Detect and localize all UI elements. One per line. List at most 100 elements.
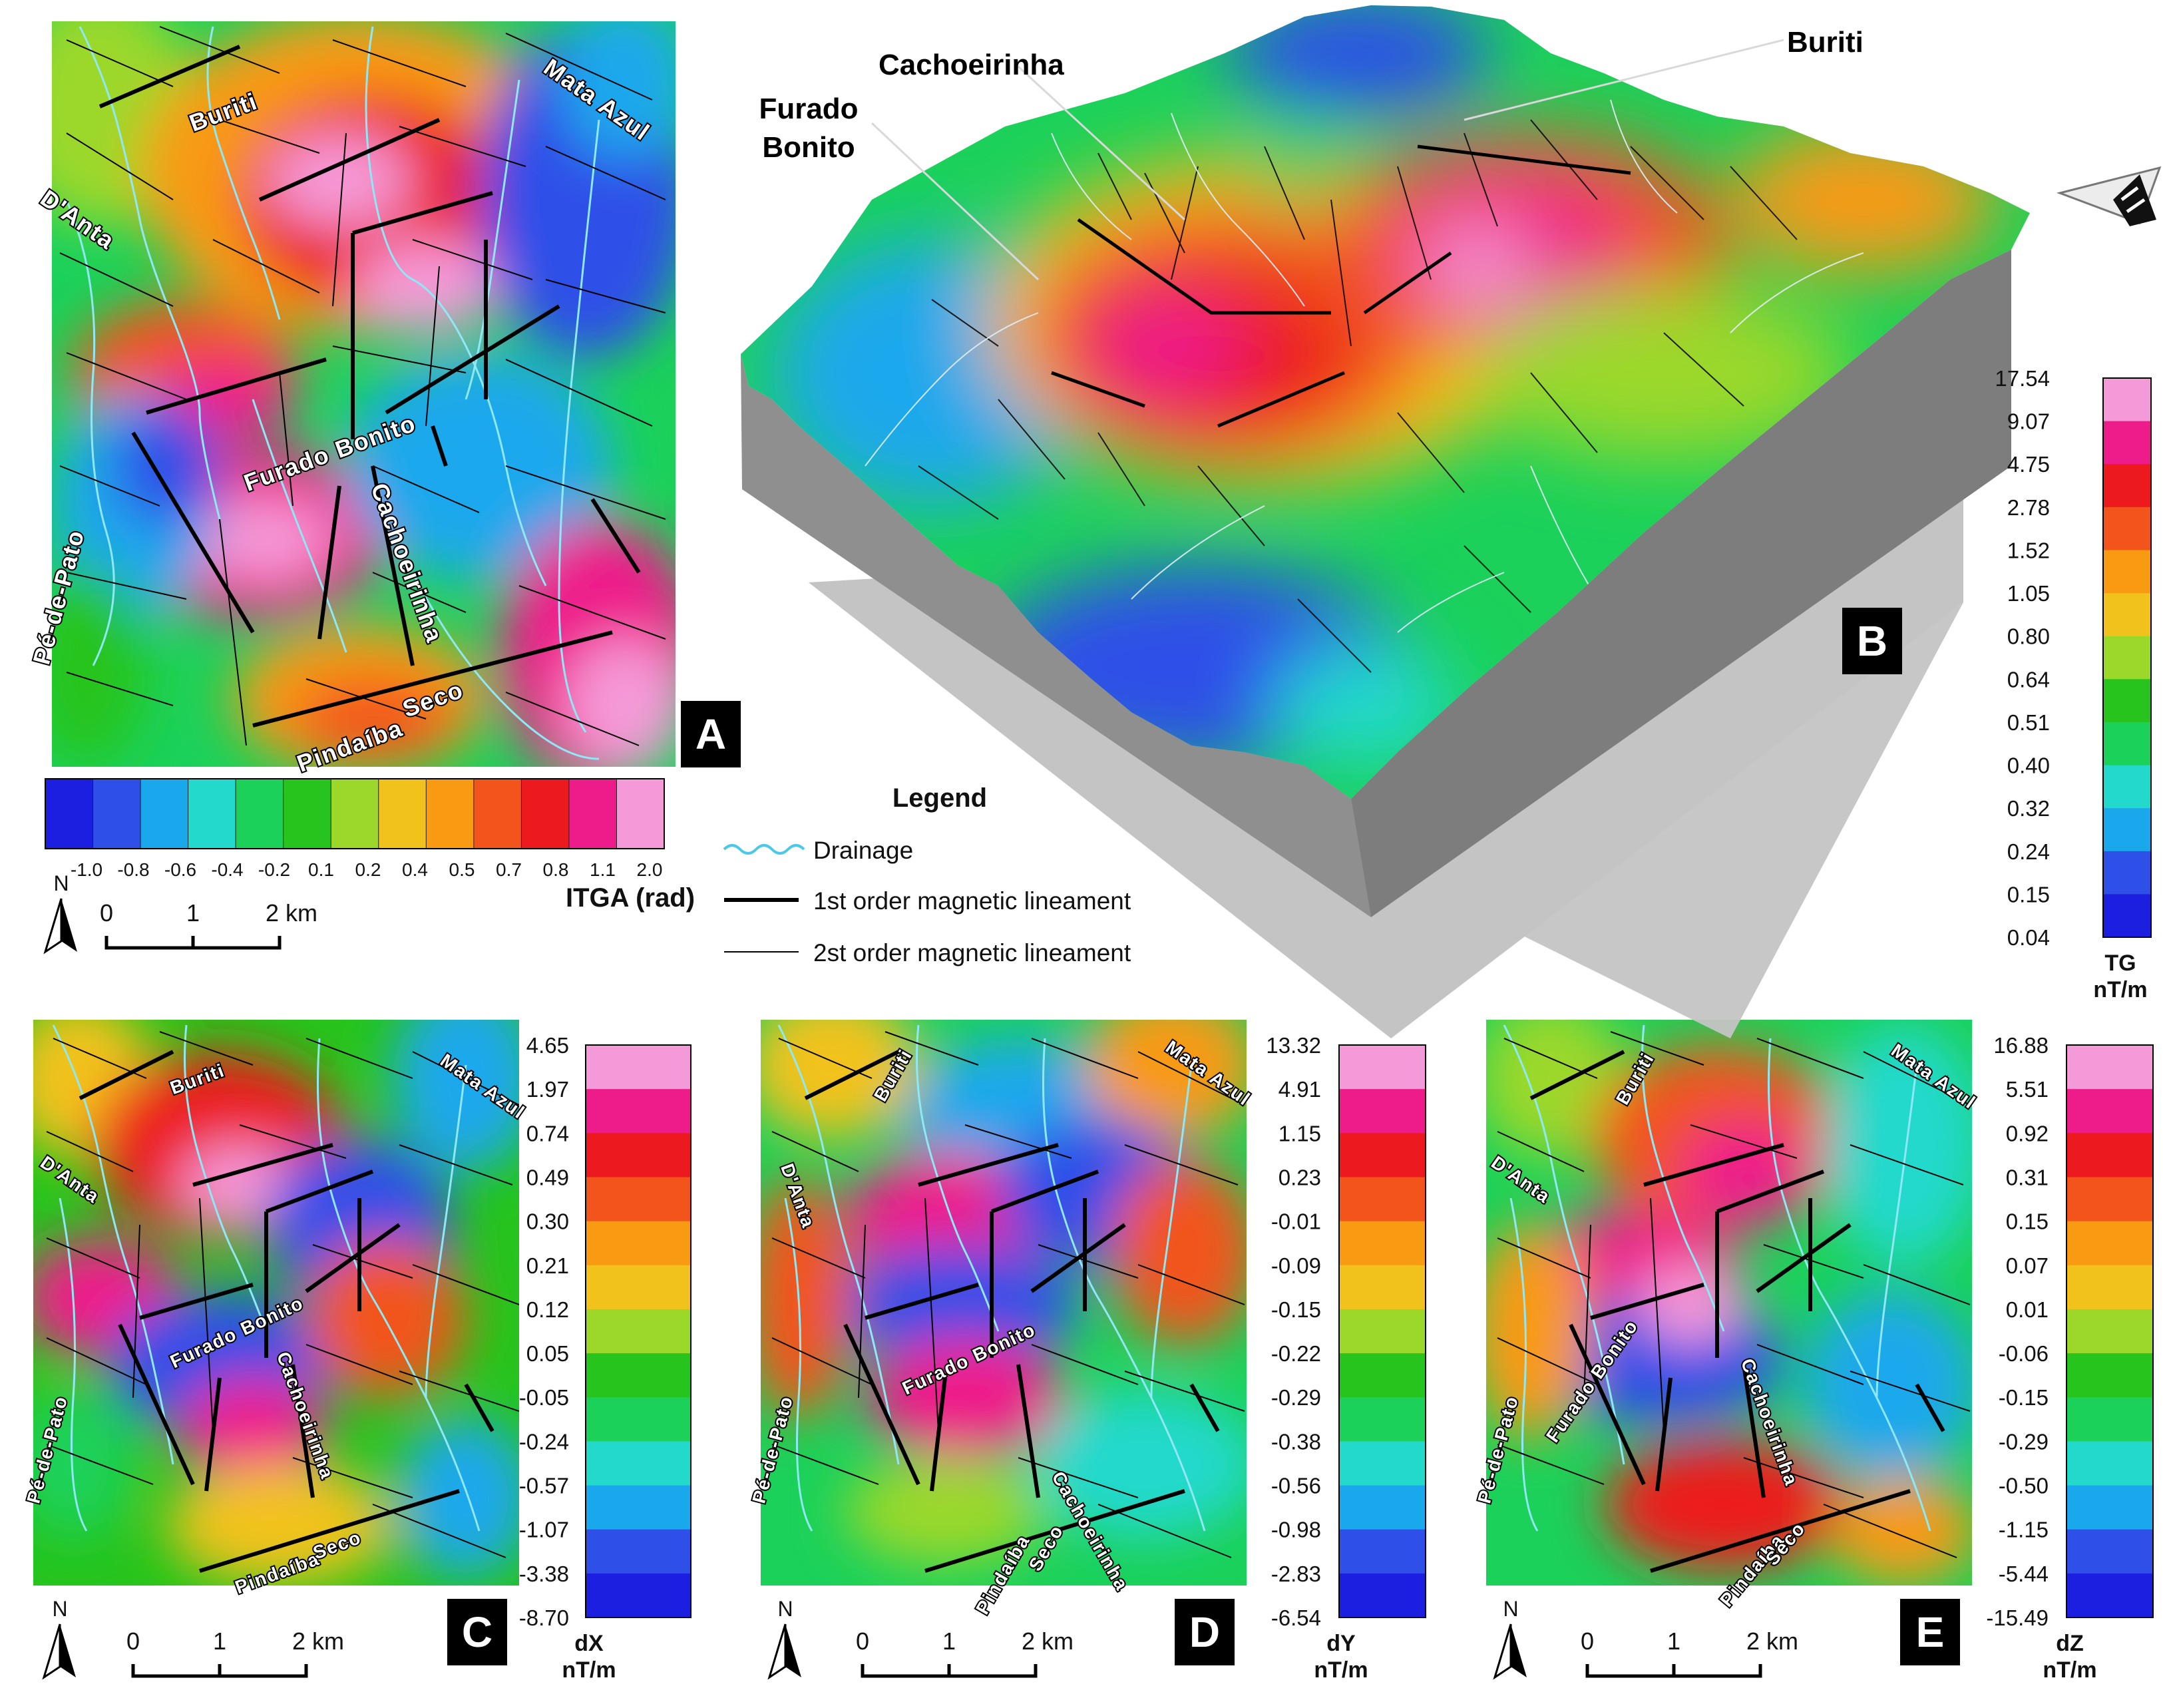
panel_b-colorbar-bin bbox=[2103, 851, 2151, 895]
panel_e-colorbar-bin bbox=[2066, 1353, 2153, 1398]
callout-cachoeirinha: Cachoeirinha bbox=[879, 49, 1064, 81]
panel_b-colorbar-bin bbox=[2103, 593, 2151, 637]
north-arrow-icon bbox=[767, 1623, 787, 1680]
panel_b-colorbar-bin bbox=[2103, 722, 2151, 766]
panel_c-colorbar-tick: 0.49 bbox=[526, 1165, 569, 1189]
panel_e-colorbar-bin bbox=[2066, 1441, 2153, 1486]
itga-colorbar-tick: 0.4 bbox=[402, 859, 428, 880]
panel_b-colorbar-bin bbox=[2103, 636, 2151, 680]
panel_c-colorbar-tick: -0.05 bbox=[519, 1385, 569, 1410]
lineaments-1st-order-a bbox=[98, 45, 641, 728]
panel_e-colorbar-bin bbox=[2066, 1265, 2153, 1310]
panel_c-colorbar-bin bbox=[586, 1441, 691, 1486]
panel_e-colorbar-bin bbox=[2066, 1485, 2153, 1530]
drainage-network-d bbox=[777, 1024, 1206, 1532]
panel_b-unit-line2: nT/m bbox=[2093, 977, 2147, 1002]
panel_d-colorbar-tick: -0.01 bbox=[1271, 1209, 1321, 1234]
legend-title: Legend bbox=[892, 783, 987, 813]
panel_c-colorbar-bin bbox=[586, 1045, 691, 1090]
itga-colorbar-bin bbox=[473, 778, 522, 849]
panel_b-colorbar-bin bbox=[2103, 550, 2151, 594]
block-side-right bbox=[1351, 250, 2011, 917]
itga-colorbar-tick: 0.8 bbox=[543, 859, 569, 880]
panel_b-colorbar-tick: 1.52 bbox=[2007, 538, 2050, 562]
north-arrow-icon bbox=[785, 1624, 801, 1677]
north-arrow-3d-icon bbox=[2056, 166, 2162, 226]
panel_c-north-label: N bbox=[52, 1597, 67, 1621]
panel_b-colorbar-tick: 0.32 bbox=[2007, 796, 2050, 821]
panel_e-scalebar-label: 2 km bbox=[1746, 1627, 1798, 1655]
itga-colorbar-tick: -0.2 bbox=[258, 859, 290, 880]
block-side-left bbox=[741, 354, 1371, 917]
lineaments-2nd-order-d bbox=[771, 1031, 1245, 1558]
panel_e-colorbar-tick: -5.44 bbox=[1999, 1562, 2049, 1586]
callout-leaders bbox=[871, 39, 1784, 281]
panel_b-colorbar-tick: 2.78 bbox=[2007, 495, 2050, 520]
panel_b-colorbar-tick: 0.51 bbox=[2007, 710, 2050, 735]
panel_b-unit-line1: TG bbox=[2104, 951, 2136, 976]
panel_c-unit-line1: dX bbox=[574, 1631, 604, 1656]
panel_d-colorbar-bin bbox=[1339, 1133, 1426, 1177]
panel-letter-a: A bbox=[695, 710, 726, 758]
north-arrow-icon bbox=[61, 899, 77, 952]
drainage-network-e bbox=[1503, 1024, 1931, 1532]
itga-colorbar-bin bbox=[378, 778, 427, 849]
panel_d-colorbar-frame bbox=[1338, 1044, 1426, 1618]
panel_d-colorbar-tick: -0.98 bbox=[1271, 1518, 1321, 1542]
itga-colorbar-bin bbox=[45, 778, 94, 849]
colorbars: 17.549.074.752.781.521.050.800.640.510.4… bbox=[519, 366, 2154, 1683]
panel_d-colorbar-bin bbox=[1339, 1309, 1426, 1354]
panel_b-colorbar-tick: 0.80 bbox=[2007, 624, 2050, 649]
panel_d-scalebar-label: 2 km bbox=[1022, 1627, 1074, 1655]
lineaments-1st-order-c bbox=[79, 1050, 494, 1573]
panel_d-colorbar-tick: -0.38 bbox=[1271, 1429, 1321, 1454]
panel_b-colorbar-tick: 0.40 bbox=[2007, 753, 2050, 778]
itga-colorbar-tick: -0.4 bbox=[211, 859, 243, 880]
lineaments-2nd-order-c bbox=[46, 1031, 519, 1558]
panel_e-colorbar-bin bbox=[2066, 1045, 2153, 1090]
panel_b-colorbar-bin bbox=[2103, 808, 2151, 852]
lineaments-2nd-order-e bbox=[1497, 1031, 1971, 1558]
itga-map bbox=[52, 21, 676, 767]
panel_d-colorbar-bin bbox=[1339, 1045, 1426, 1090]
panel_d-colorbar-bin bbox=[1339, 1177, 1426, 1222]
itga-colorbar-tick: -0.8 bbox=[117, 859, 149, 880]
panel_b-colorbar-tick: 0.64 bbox=[2007, 667, 2050, 692]
legend-drainage: Drainage bbox=[813, 837, 913, 864]
itga-colorbar-tick: 0.5 bbox=[449, 859, 475, 880]
lineaments-2nd-order-a bbox=[59, 26, 666, 746]
panel_d-colorbar-tick: -6.54 bbox=[1271, 1605, 1321, 1630]
panel_d-colorbar-bin bbox=[1339, 1441, 1426, 1486]
panel_e-scalebar-line bbox=[1585, 1664, 1762, 1678]
panel_c-colorbar-bin bbox=[586, 1177, 691, 1222]
itga-colorbar-bin bbox=[235, 778, 284, 849]
dy-map bbox=[761, 1020, 1247, 1586]
panel_c-colorbar-bin bbox=[586, 1353, 691, 1398]
panel_b-colorbar-bin bbox=[2103, 507, 2151, 550]
panel_b-colorbar-tick: 4.75 bbox=[2007, 452, 2050, 477]
panel_c-colorbar-bin bbox=[586, 1485, 691, 1530]
itga-colorbar-tick: 0.7 bbox=[496, 859, 522, 880]
panel-letter-e: E bbox=[1916, 1608, 1945, 1656]
panel_e-colorbar-tick: -0.29 bbox=[1999, 1429, 2049, 1454]
panel_e-colorbar-tick: 16.88 bbox=[1993, 1033, 2049, 1058]
panel_e-colorbar-tick: 0.92 bbox=[2006, 1121, 2049, 1146]
panel_d-unit-line1: dY bbox=[1326, 1631, 1356, 1656]
panel_c-colorbar-tick: 0.21 bbox=[526, 1253, 569, 1278]
north-arrow-icon bbox=[60, 1624, 76, 1677]
panel_d-colorbar-tick: -0.09 bbox=[1271, 1253, 1321, 1278]
panel_c-colorbar-tick: -3.38 bbox=[519, 1562, 569, 1586]
panel_d-scalebar-label: 1 bbox=[942, 1627, 956, 1655]
panel_d-colorbar-tick: 0.23 bbox=[1278, 1165, 1321, 1189]
north-arrow-icon bbox=[43, 898, 63, 955]
panel_c-unit-line2: nT/m bbox=[562, 1657, 616, 1683]
panel_a-scalebar-label: 2 km bbox=[266, 899, 317, 927]
panel_c-colorbar-tick: 1.97 bbox=[526, 1077, 569, 1102]
dz-map bbox=[1486, 1020, 1972, 1586]
callout-bonito: Bonito bbox=[762, 131, 855, 164]
scalebars: 0 1 2 km N 0 1 2 km N 0 1 2 km N 0 1 2 km N bbox=[42, 871, 1798, 1680]
panel_b-colorbar-tick: 17.54 bbox=[1995, 366, 2050, 391]
panel_d-unit-line2: nT/m bbox=[1314, 1657, 1368, 1683]
panel_b-colorbar-bin bbox=[2103, 378, 2151, 422]
panel_b-colorbar-frame bbox=[2102, 377, 2152, 938]
